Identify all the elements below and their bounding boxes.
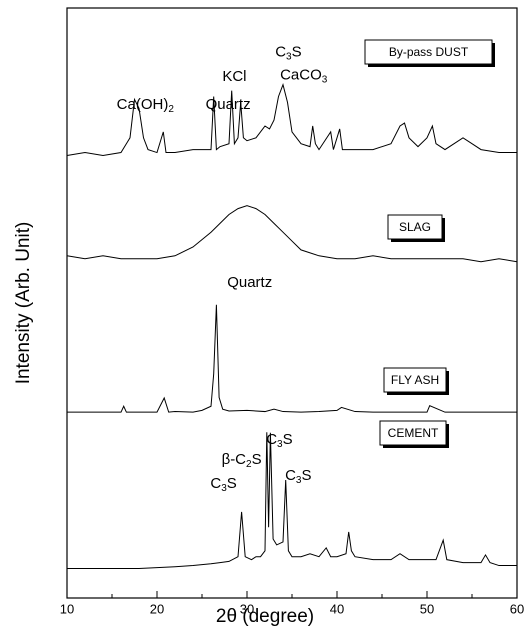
legend-label: FLY ASH [391,373,439,387]
y-axis-label: Intensity (Arb. Unit) [13,222,34,385]
x-tick-label: 60 [510,601,524,616]
x-tick-label: 20 [150,601,164,616]
xrd-trace [66,205,518,263]
x-axis-label: 2θ (degree) [216,606,314,627]
x-tick-label: 40 [330,601,344,616]
xrd-trace [67,304,517,413]
label-box [379,420,447,446]
x-tick-label: 10 [60,601,74,616]
peak-label: KCl [222,68,246,85]
label-box [383,367,447,393]
x-tick-label: 30 [240,601,254,616]
label-box [387,214,443,240]
legend-label: By-pass DUST [389,45,469,59]
label-box [364,39,493,65]
peak-label: C3S [275,43,301,62]
peak-label: Quartz [206,96,251,113]
peak-label: β-C2S [222,451,262,470]
peak-label: Ca(OH)2 [117,96,175,115]
peak-label: C3S [266,431,292,450]
peak-label: C3S [285,467,311,486]
peak-label: C3S [210,475,236,494]
peak-label: CaCO3 [280,66,328,85]
xrd-trace [66,83,517,157]
peak-label: Quartz [227,274,272,291]
legend-label: CEMENT [388,426,439,440]
xrd-trace [67,432,517,569]
x-tick-label: 50 [420,601,434,616]
legend-label: SLAG [399,220,431,234]
